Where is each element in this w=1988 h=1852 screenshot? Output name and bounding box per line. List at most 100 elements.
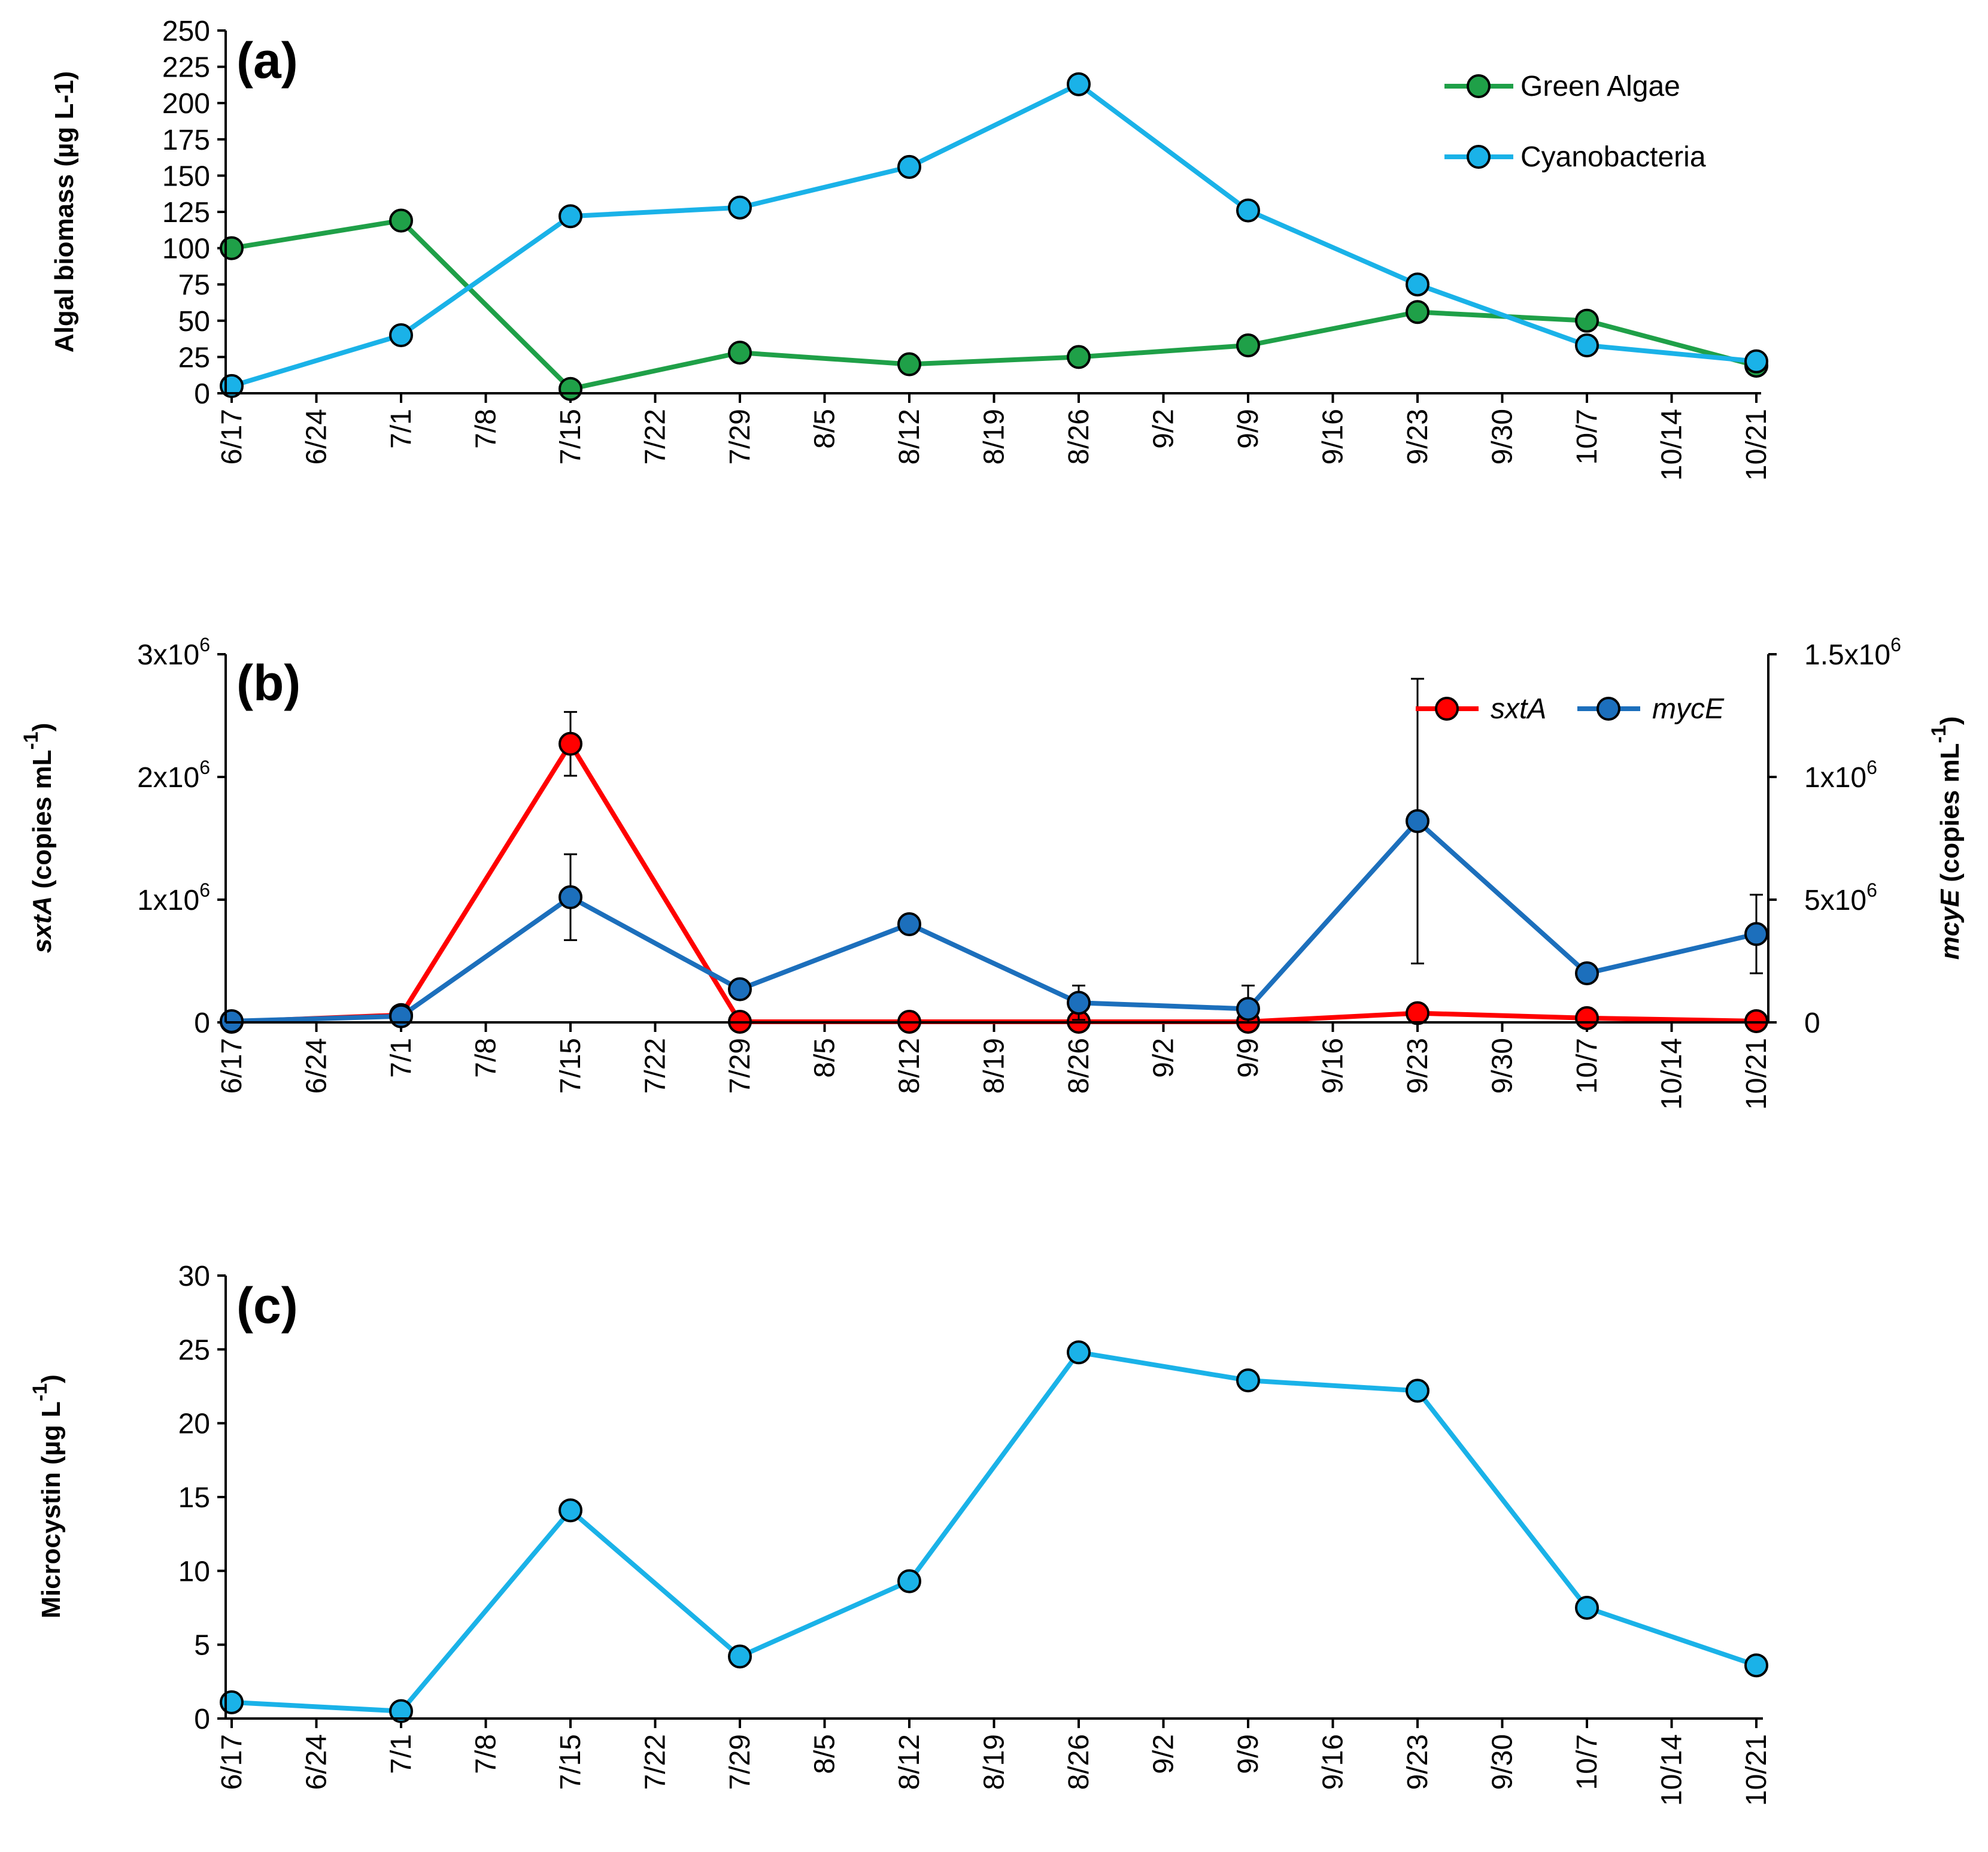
series-line-green-algae [231, 218, 1758, 391]
panel-c-x-tick-label: 6/24 [301, 1734, 333, 1790]
panel-b-y2label-italic: mcyE [1935, 888, 1965, 960]
panel-b-y-tick-label: 0 [194, 1007, 210, 1039]
panel-b-left-y-axis-ticks: 0 1x106 2x106 3x106 [137, 634, 226, 1039]
panel-a-y-axis-ticks: 0 25 50 75 100 125 150 175 200 225 250 [162, 16, 226, 410]
panel-b-y-tick-label: 3x106 [137, 634, 210, 671]
data-point-microcystin [559, 1498, 582, 1523]
panel-c-y-tick-label: 20 [178, 1408, 210, 1440]
panel-c-y-tick-label: 0 [194, 1704, 210, 1735]
panel-b-right-y-axis-ticks: 0 5x106 1x106 1.5x106 [1768, 634, 1901, 1039]
data-point-green-algae [559, 377, 582, 401]
panel-a-y-tick-label: 75 [178, 269, 210, 301]
series-green-algae [220, 208, 1768, 401]
data-point-cyanobacteria [728, 195, 752, 220]
data-point-myce [1406, 809, 1429, 833]
panel-c-y-tick-label: 10 [178, 1556, 210, 1587]
legend-marker-sxta [1435, 697, 1459, 721]
panel-c-y-tick-label: 25 [178, 1334, 210, 1366]
panel-a-x-tick-label: 7/22 [640, 409, 672, 464]
panel-b-x-tick-label: 10/21 [1741, 1038, 1772, 1110]
panel-c-x-tick-label: 7/1 [386, 1734, 417, 1774]
panel-b-x-tick-label: 7/15 [555, 1038, 587, 1094]
panel-a-y-tick-label: 150 [162, 160, 210, 192]
panel-a-x-tick-label: 9/2 [1148, 409, 1180, 449]
data-point-sxta [1744, 1009, 1768, 1033]
series-line-sxta [231, 741, 1757, 1024]
panel-b-y2label-rest: (copies mL [1935, 743, 1965, 889]
legend-label-sxta: sxtA [1491, 693, 1546, 725]
data-point-cyanobacteria [559, 204, 582, 229]
panel-a-x-tick-label: 9/30 [1487, 409, 1519, 464]
data-point-cyanobacteria [1236, 198, 1260, 223]
data-point-sxta [1575, 1006, 1599, 1030]
panel-b-right-y-axis-label: mcyE (copies mL-1) [1928, 716, 1965, 960]
panel-b-x-tick-label: 8/26 [1063, 1038, 1095, 1094]
panel-a-x-tick-label: 10/21 [1741, 409, 1772, 481]
data-point-sxta [1406, 1001, 1429, 1025]
panel-a-x-tick-label: 9/9 [1233, 409, 1264, 449]
panel-a-y-tick-label: 200 [162, 88, 210, 120]
legend-label-green-algae: Green Algae [1520, 71, 1680, 102]
series-sxta [220, 711, 1768, 1034]
panel-a-x-tick-label: 10/14 [1656, 409, 1688, 481]
panel-b-x-tick-label: 7/29 [724, 1038, 756, 1094]
panel-a-legend: Green Algae Cyanobacteria [1444, 71, 1706, 173]
panel-c-y-tick-label: 15 [178, 1482, 210, 1514]
panel-c-ylabel-close: ) [37, 1374, 66, 1383]
panel-c-x-tick-label: 9/23 [1402, 1734, 1434, 1790]
panel-a-x-tick-label: 9/23 [1402, 409, 1434, 464]
data-point-myce [897, 912, 921, 936]
panel-b-left-y-axis-label: sxtA (copies mL-1) [20, 723, 57, 954]
panel-b-series [220, 678, 1768, 1034]
data-point-microcystin [1575, 1596, 1599, 1620]
panel-b-ylabel-close: ) [28, 723, 57, 732]
panel-a-x-tick-label: 6/24 [301, 409, 333, 464]
panel-c-x-tick-label: 7/29 [724, 1734, 756, 1790]
panel-b-y2-tick-label: 5x106 [1804, 879, 1877, 916]
panel-b-label: (b) [236, 655, 301, 711]
panel-a-y-tick-label: 50 [178, 306, 210, 338]
legend-label-myce: mycE [1652, 693, 1725, 725]
panel-a-y-tick-label: 225 [162, 52, 210, 84]
panel-a-algal-biomass: 0 25 50 75 100 125 150 175 200 225 250 6/17 6/24 7/1… [50, 16, 1772, 481]
series-myce [220, 678, 1768, 1033]
data-point-cyanobacteria [897, 154, 921, 179]
data-point-green-algae [1067, 345, 1091, 369]
panel-a-y-tick-label: 0 [194, 378, 210, 410]
panel-b-x-tick-label: 10/14 [1656, 1038, 1688, 1110]
panel-b-x-tick-label: 8/19 [979, 1038, 1010, 1094]
panel-c-ylabel-text: Microcystin (µg L [37, 1401, 66, 1619]
panel-a-series [220, 72, 1768, 401]
panel-a-x-tick-label: 10/7 [1571, 409, 1603, 464]
panel-c-x-axis-ticks: 6/17 6/24 7/1 7/8 7/15 7/22 7/29 8/5 8/12 8/19 8/2… [216, 1719, 1772, 1806]
panel-b-x-tick-label: 6/24 [301, 1038, 333, 1094]
panel-b-ylabel-italic: sxtA [28, 896, 57, 953]
data-point-microcystin [220, 1690, 244, 1714]
panel-c-microcystin: 0 5 10 15 20 25 30 6/17 6/24 7/1 7/8 7/15 7/22 7/29 8… [29, 1261, 1772, 1806]
panel-a-x-tick-label: 8/19 [979, 409, 1010, 464]
panel-c-y-axis-ticks: 0 5 10 15 20 25 30 [178, 1261, 226, 1735]
panel-b-y2-tick-label: 0 [1804, 1007, 1820, 1039]
panel-a-x-tick-label: 7/1 [386, 409, 417, 449]
data-point-myce [1067, 991, 1091, 1015]
data-point-cyanobacteria [1575, 333, 1599, 358]
panel-c-x-tick-label: 6/17 [216, 1734, 248, 1790]
panel-c-x-tick-label: 7/15 [555, 1734, 587, 1790]
data-point-cyanobacteria [1067, 72, 1091, 96]
data-point-microcystin [1067, 1340, 1091, 1365]
panel-b-ylabel-rest: (copies mL [28, 750, 57, 897]
panel-c-x-tick-label: 9/30 [1487, 1734, 1519, 1790]
panel-c-x-tick-label: 8/19 [979, 1734, 1010, 1790]
data-point-microcystin [728, 1644, 752, 1669]
panel-c-y-tick-label: 30 [178, 1261, 210, 1292]
panel-a-y-tick-label: 100 [162, 233, 210, 265]
data-point-myce [1236, 997, 1260, 1021]
panel-b-x-tick-label: 7/8 [471, 1038, 502, 1078]
panel-a-x-tick-label: 9/16 [1318, 409, 1349, 464]
panel-b-y2label-sup: -1 [1928, 725, 1950, 743]
data-point-cyanobacteria [1406, 272, 1429, 297]
panel-b-x-tick-label: 9/16 [1318, 1038, 1349, 1094]
panel-c-x-tick-label: 8/26 [1063, 1734, 1095, 1790]
legend-marker-myce [1597, 697, 1620, 721]
